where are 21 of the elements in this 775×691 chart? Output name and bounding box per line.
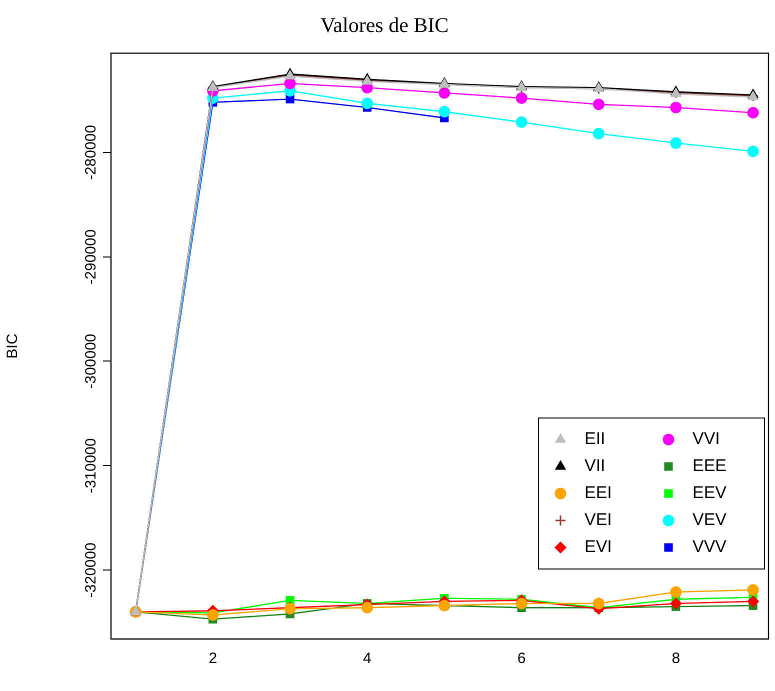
chart-title: Valores de BIC xyxy=(320,13,449,38)
legend-label: EEV xyxy=(692,483,728,502)
legend-label: EII xyxy=(584,429,606,448)
legend-label: VII xyxy=(584,456,606,476)
y-axis-title: BIC xyxy=(4,333,22,359)
legend-label: VEI xyxy=(584,510,612,530)
legend-label: VVI xyxy=(692,429,720,448)
legend-label: VVV xyxy=(692,537,728,556)
x-tick-label: 2 xyxy=(208,650,218,668)
y-tick-label: -280000 xyxy=(82,124,100,180)
y-tick-label: -310000 xyxy=(82,438,100,494)
legend-label: EEI xyxy=(584,483,612,502)
y-tick-label: -300000 xyxy=(82,334,100,389)
y-tick-label: -320000 xyxy=(82,542,100,598)
legend-label: EVI xyxy=(584,537,612,556)
legend-label: VEV xyxy=(692,510,728,530)
x-tick-label: 6 xyxy=(517,650,526,668)
x-tick-label: 4 xyxy=(363,650,372,668)
y-tick-label: -290000 xyxy=(82,229,100,284)
x-tick-label: 8 xyxy=(672,650,680,668)
legend-label: EEE xyxy=(692,456,727,476)
